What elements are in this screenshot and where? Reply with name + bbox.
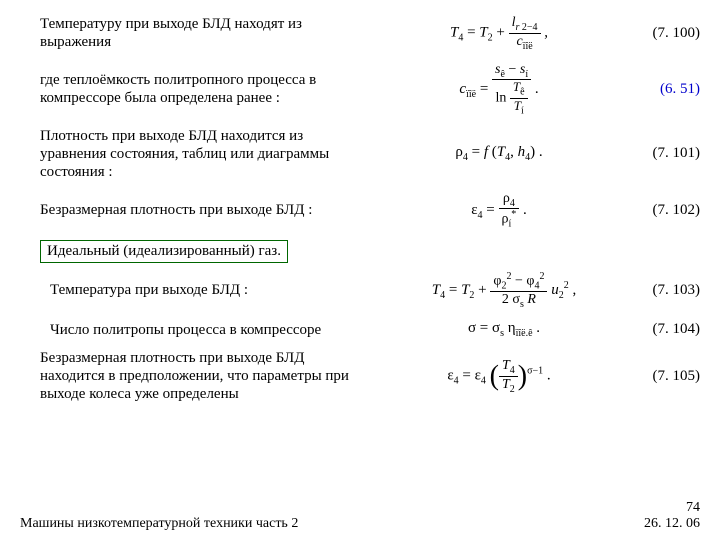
eq-text: Число политропы процесса в компрессоре [20,321,378,339]
eq-formula: T4 = T2 + φ22 − φ42 2 σs R u22 , [378,271,630,310]
eq-text: где теплоёмкость политропного процесса в… [20,71,368,107]
eq-number: (7. 100) [630,25,700,42]
eq-row-7-104: Число политропы процесса в компрессоре σ… [20,320,700,339]
eq-text: Безразмерная плотность при выходе БЛД на… [20,349,368,403]
eq-row-6-51: где теплоёмкость политропного процесса в… [20,62,700,117]
eq-row-7-105: Безразмерная плотность при выходе БЛД на… [20,349,700,403]
page-date: 26. 12. 06 [644,516,700,531]
boxed-text: Идеальный (идеализированный) газ. [40,240,288,263]
eq-row-7-100: Температуру при выходе БЛД находят из вы… [20,15,700,52]
eq-number: (7. 101) [630,145,700,162]
eq-formula: T4 = T2 + lr 2−4cïîë , [368,15,630,52]
footer-title: Машины низкотемпературной техники часть … [20,516,298,532]
eq-formula: ε4 = ε4 (T4T2)σ−1 . [368,358,630,395]
eq-text: Температура при выходе БЛД : [20,281,378,299]
page-number: 74 [686,500,700,515]
boxed-heading: Идеальный (идеализированный) газ. [20,240,288,263]
eq-text: Температуру при выходе БЛД находят из вы… [20,15,368,51]
eq-number: (6. 51) [630,81,700,98]
eq-text: Плотность при выходе БЛД находится из ур… [20,127,368,181]
eq-row-7-101: Плотность при выходе БЛД находится из ур… [20,127,700,181]
eq-number: (7. 102) [630,202,700,219]
eq-formula: cïîë = sê − sí ln TêTí . [368,62,630,117]
eq-number: (7. 104) [630,321,700,338]
eq-row-7-103: Температура при выходе БЛД : T4 = T2 + φ… [20,271,700,310]
eq-number: (7. 103) [630,282,700,299]
eq-row-7-102: Безразмерная плотность при выходе БЛД : … [20,191,700,230]
eq-number: (7. 105) [630,368,700,385]
boxed-heading-row: Идеальный (идеализированный) газ. [20,240,700,263]
footer-page: 74 26. 12. 06 [644,500,700,532]
eq-text: Безразмерная плотность при выходе БЛД : [20,201,368,219]
eq-formula: ε4 = ρ4ρí* . [368,191,630,230]
eq-formula: σ = σs ηïîë.ê . [378,320,630,339]
eq-formula: ρ4 = f (T4, h4) . [368,144,630,163]
footer: Машины низкотемпературной техники часть … [20,500,700,532]
